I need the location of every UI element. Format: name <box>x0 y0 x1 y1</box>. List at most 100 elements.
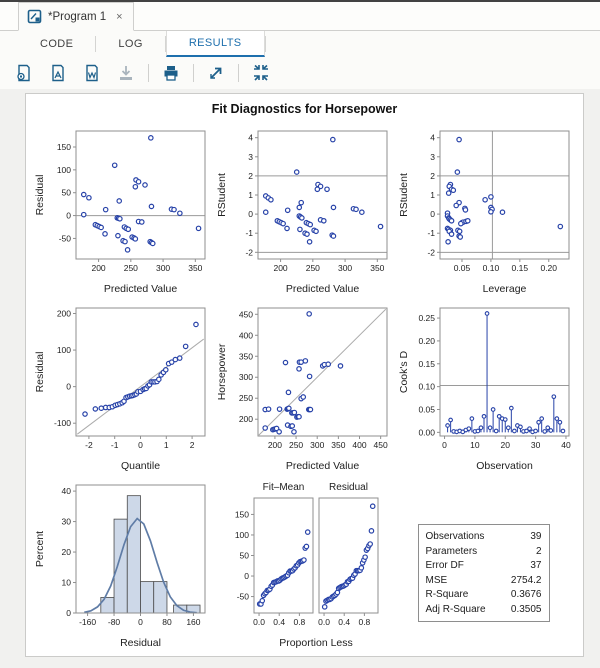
results-toolbar <box>0 57 600 90</box>
svg-text:0.05: 0.05 <box>418 404 435 414</box>
toolbar-separator <box>193 64 194 82</box>
program-icon <box>27 9 42 24</box>
svg-text:150: 150 <box>56 142 70 152</box>
svg-text:300: 300 <box>310 440 324 450</box>
close-tab-icon[interactable]: × <box>116 10 123 23</box>
print-icon[interactable] <box>159 61 183 85</box>
svg-text:30: 30 <box>61 517 71 527</box>
svg-text:Leverage: Leverage <box>482 283 526 295</box>
svg-text:200: 200 <box>238 414 252 424</box>
svg-text:0: 0 <box>138 617 143 627</box>
plot-residual-qq: -2 -1 0 1 2 -100 0 100 200 Quantile Residual <box>32 299 214 476</box>
svg-text:-100: -100 <box>53 418 70 428</box>
svg-text:Residual: Residual <box>329 482 368 493</box>
svg-text:50: 50 <box>239 551 249 561</box>
svg-text:Quantile: Quantile <box>120 460 159 472</box>
download-icon[interactable] <box>114 61 138 85</box>
svg-text:3: 3 <box>248 152 253 162</box>
svg-text:200: 200 <box>91 263 105 273</box>
svg-text:200: 200 <box>273 263 287 273</box>
svg-text:Residual: Residual <box>34 352 46 393</box>
svg-text:450: 450 <box>238 309 252 319</box>
svg-text:400: 400 <box>352 440 366 450</box>
svg-text:100: 100 <box>234 530 248 540</box>
svg-text:4: 4 <box>248 133 253 143</box>
svg-text:0.4: 0.4 <box>338 617 350 627</box>
svg-text:0.0: 0.0 <box>318 617 330 627</box>
stats-row: MSE 2754.2 <box>425 574 542 586</box>
svg-text:0: 0 <box>138 440 143 450</box>
svg-text:Residual: Residual <box>34 175 46 216</box>
tab-separator <box>95 36 97 52</box>
svg-text:350: 350 <box>331 440 345 450</box>
tab-log[interactable]: LOG <box>118 38 143 50</box>
plot-rstudent-by-leverage: 0.05 0.10 0.15 0.20 -2 -1 0 1 2 3 4 Leverage RStuden… <box>396 122 578 299</box>
svg-text:-50: -50 <box>236 592 249 602</box>
tab-program-1[interactable]: *Program 1 × <box>18 2 134 31</box>
svg-text:40: 40 <box>61 486 71 496</box>
svg-text:-50: -50 <box>58 233 71 243</box>
svg-text:0.4: 0.4 <box>273 617 285 627</box>
svg-text:0.10: 0.10 <box>482 263 499 273</box>
collapse-results-icon[interactable] <box>249 61 273 85</box>
plot-residual-histogram: -160 -80 0 80 160 0 10 20 30 40 Residual Percent <box>32 476 214 653</box>
results-content[interactable]: Fit Diagnostics for Horsepower 200 250 300… <box>0 89 600 668</box>
svg-text:-80: -80 <box>107 617 120 627</box>
view-tabs: CODE LOG RESULTS <box>0 31 600 57</box>
svg-text:RStudent: RStudent <box>216 173 228 217</box>
svg-text:-1: -1 <box>245 228 253 238</box>
tab-results[interactable]: RESULTS <box>165 31 265 57</box>
svg-text:0: 0 <box>66 382 71 392</box>
svg-text:0.15: 0.15 <box>418 359 435 369</box>
pdf-output-icon[interactable] <box>46 61 70 85</box>
svg-text:0: 0 <box>430 209 435 219</box>
svg-text:2: 2 <box>248 171 253 181</box>
svg-text:40: 40 <box>561 440 571 450</box>
word-output-icon[interactable] <box>80 61 104 85</box>
svg-text:0.20: 0.20 <box>418 336 435 346</box>
svg-text:Percent: Percent <box>34 531 46 567</box>
svg-text:1: 1 <box>430 190 435 200</box>
tab-code[interactable]: CODE <box>40 38 74 50</box>
svg-text:0.00: 0.00 <box>418 427 435 437</box>
svg-text:0.15: 0.15 <box>511 263 528 273</box>
svg-text:80: 80 <box>162 617 172 627</box>
svg-text:-160: -160 <box>79 617 96 627</box>
svg-text:20: 20 <box>500 440 510 450</box>
svg-text:200: 200 <box>56 308 70 318</box>
svg-text:160: 160 <box>186 617 200 627</box>
svg-text:350: 350 <box>370 263 384 273</box>
figure-title: Fit Diagnostics for Horsepower <box>211 102 398 116</box>
svg-text:0: 0 <box>244 571 249 581</box>
svg-text:250: 250 <box>288 440 302 450</box>
plot-rstudent-by-predicted: 200 250 300 350 -2 -1 0 1 2 3 4 Predicted Value RStu… <box>214 122 396 299</box>
svg-text:1: 1 <box>248 190 253 200</box>
fit-statistics-table: Observations 39 Parameters 2 Error DF 37 MSE 27… <box>417 524 550 622</box>
toolbar-separator <box>148 64 149 82</box>
svg-text:0.8: 0.8 <box>293 617 305 627</box>
svg-text:300: 300 <box>337 263 351 273</box>
svg-text:50: 50 <box>61 188 71 198</box>
svg-text:0: 0 <box>248 209 253 219</box>
svg-text:0.05: 0.05 <box>453 263 470 273</box>
svg-text:150: 150 <box>234 509 248 519</box>
svg-text:250: 250 <box>238 393 252 403</box>
open-new-window-icon[interactable] <box>204 61 228 85</box>
fit-statistics-box: Observations 39 Parameters 2 Error DF 37 MSE 27… <box>396 476 578 653</box>
svg-text:Fit–Mean: Fit–Mean <box>262 482 304 493</box>
diagnostics-grid: 200 250 300 350 -50 0 50 100 150 Predicted Value R… <box>26 122 583 653</box>
plot-observed-by-predicted: 200 250 300 350 400 450 200 250 300 350 400 450 Pred… <box>214 299 396 476</box>
svg-text:-1: -1 <box>110 440 118 450</box>
window-top-border <box>0 0 600 2</box>
svg-text:Predicted Value: Predicted Value <box>285 460 359 472</box>
svg-text:300: 300 <box>155 263 169 273</box>
svg-text:300: 300 <box>238 372 252 382</box>
plot-residual-by-predicted: 200 250 300 350 -50 0 50 100 150 Predicted Value R… <box>32 122 214 299</box>
svg-text:Cook's D: Cook's D <box>398 350 410 393</box>
svg-text:Predicted Value: Predicted Value <box>285 283 359 295</box>
svg-text:200: 200 <box>267 440 281 450</box>
svg-text:400: 400 <box>238 330 252 340</box>
html-output-icon[interactable] <box>12 61 36 85</box>
svg-text:0: 0 <box>442 440 447 450</box>
plot-fit-mean-residual-spread: 0.0 0.4 0.8 -50 0 50 100 150 Fit–Mean 0.0 0.4 0.8 Re… <box>214 476 396 653</box>
